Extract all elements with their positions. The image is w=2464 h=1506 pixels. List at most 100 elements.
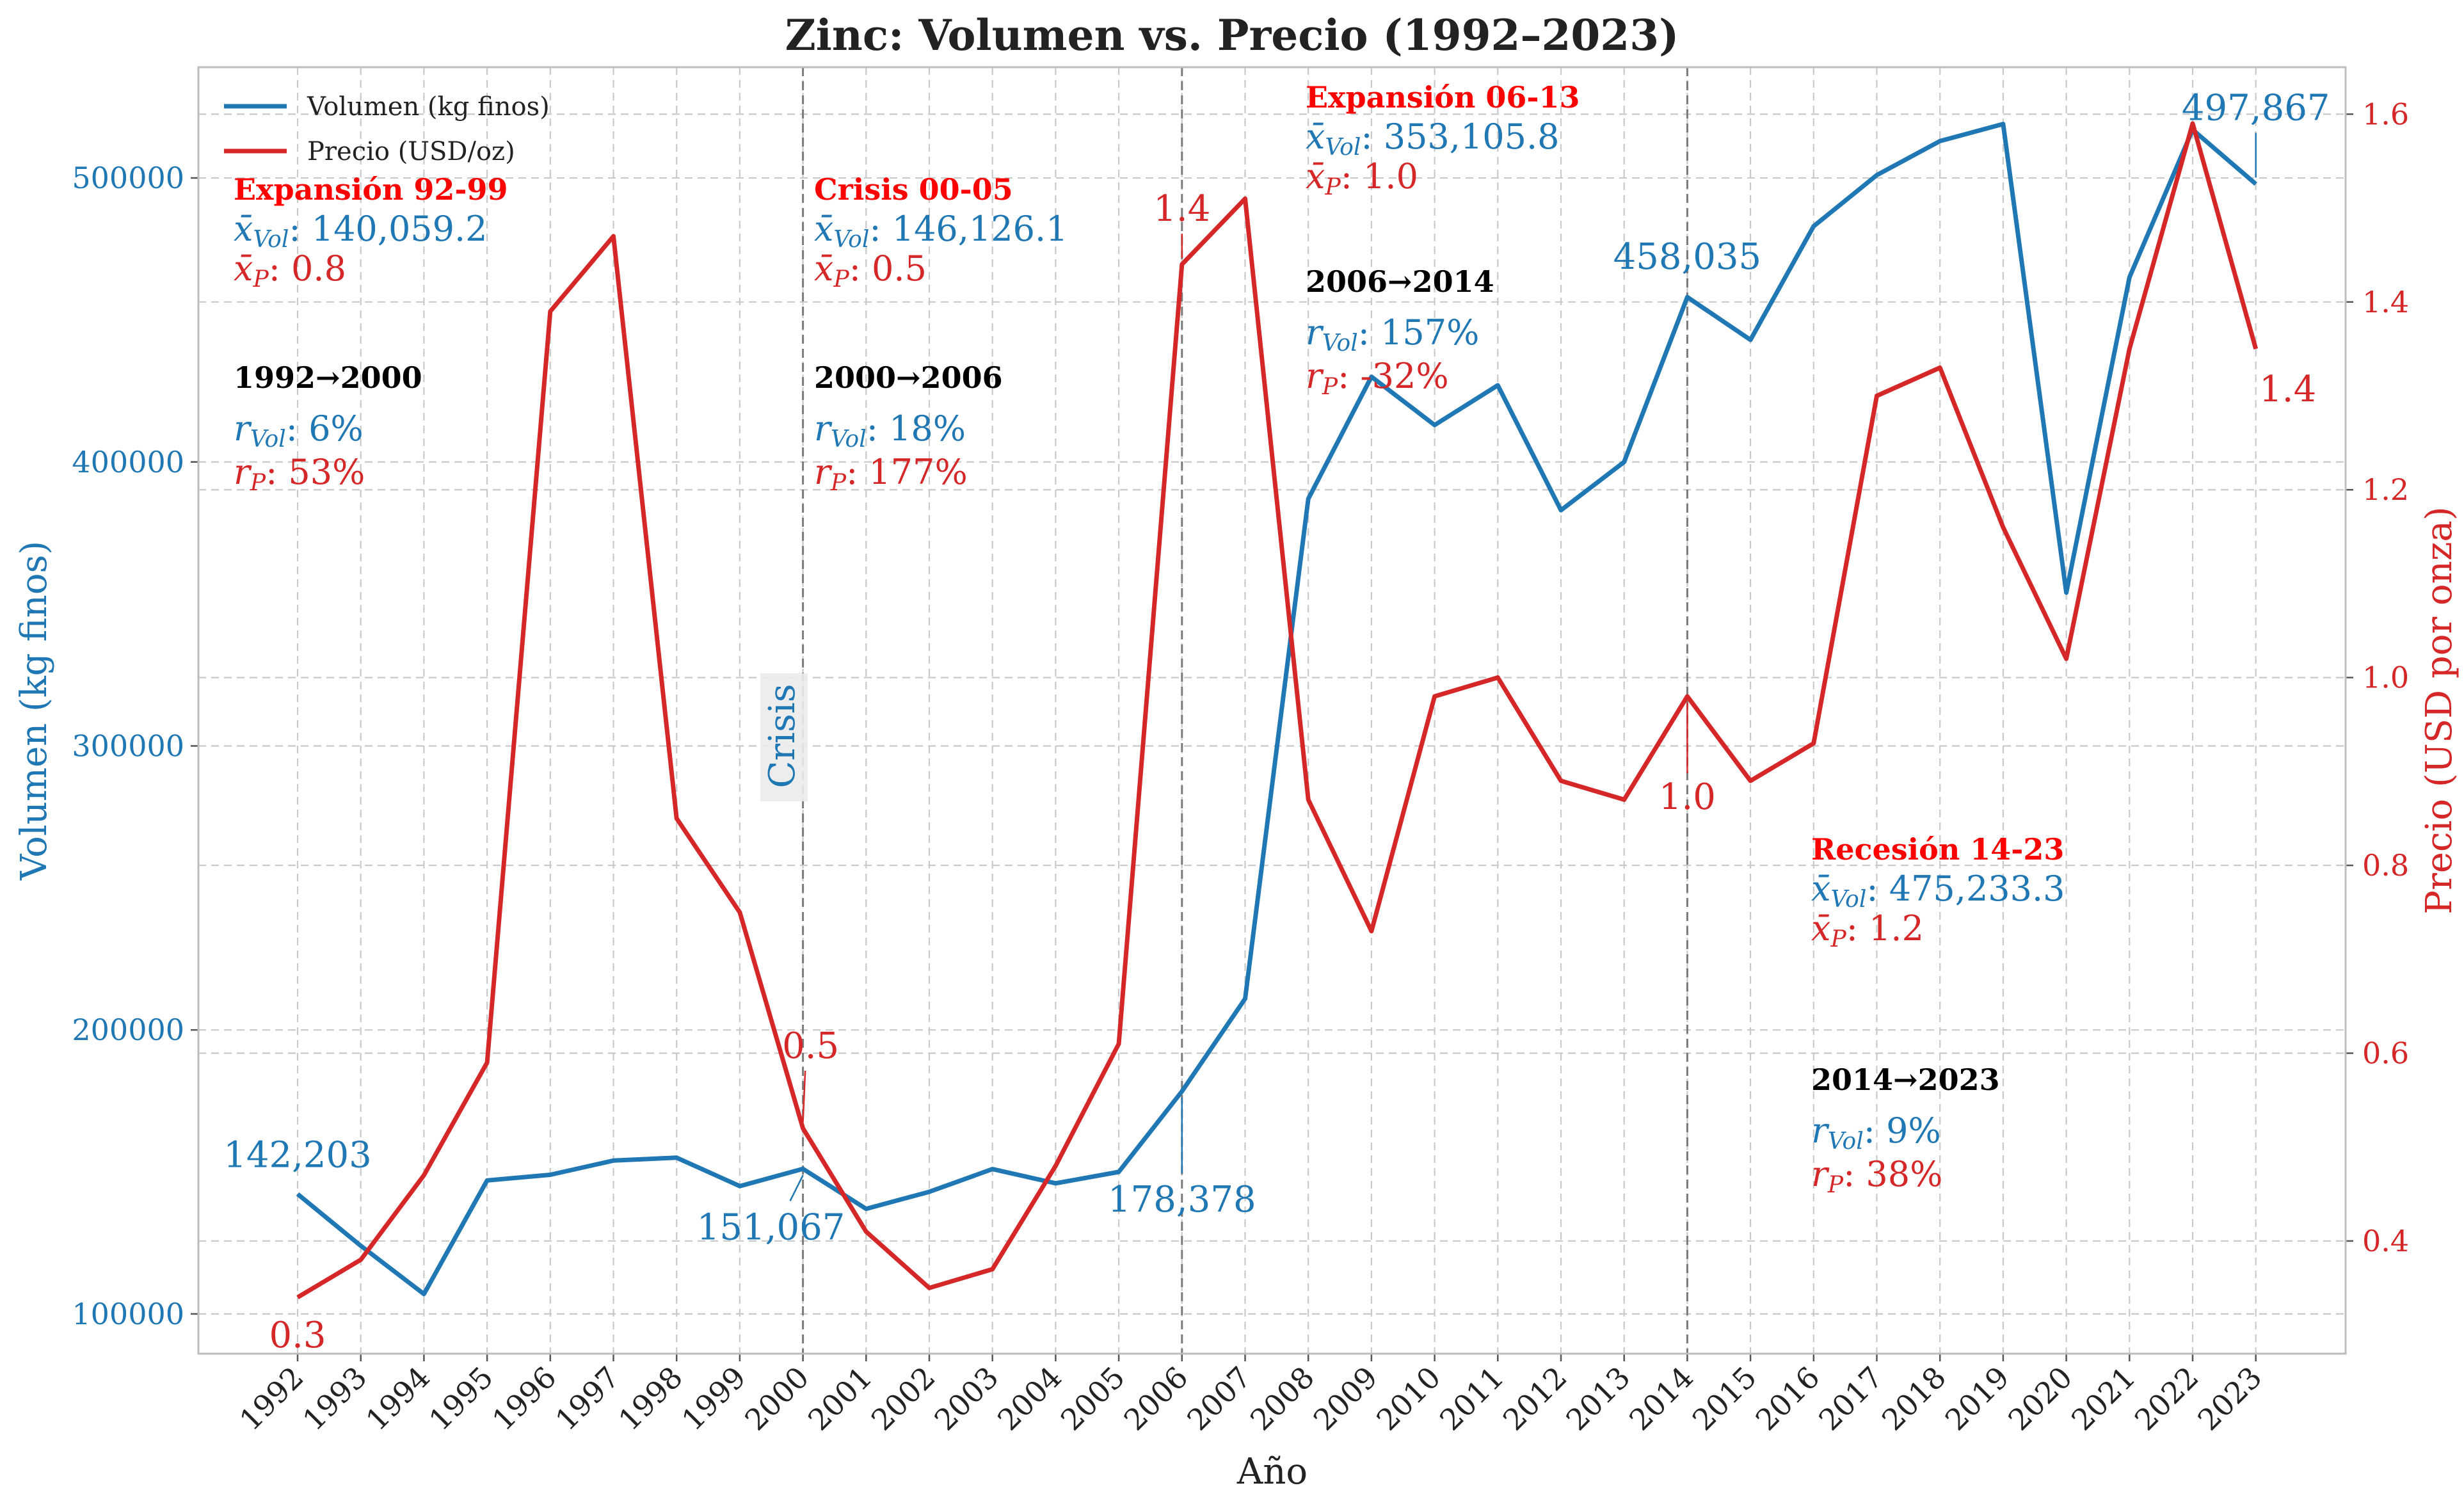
x-tick-label-2000: 2000 [738,1360,815,1438]
point-label-p-2014: 1.0 [1659,776,1716,818]
series-line-precio [296,121,2259,1300]
x-tick-label-2005: 2005 [1054,1360,1132,1438]
y-right-tick-label-6: 1.6 [2362,97,2409,131]
x-tick-label-2011: 2011 [1433,1360,1510,1438]
period-r-volumen: rVol: 6% [234,408,364,453]
x-tick-label-2001: 2001 [801,1360,879,1438]
x-tick-label-2020: 2020 [2001,1360,2079,1438]
y-right-tick-label-5: 1.4 [2362,285,2409,319]
period-annotation-3: Expansión 06-13x̄Vol: 353,105.8x̄P: 1.0 2… [1306,80,1580,400]
x-tick-label-1993: 1993 [296,1360,374,1438]
y-left-tick-label-500000: 500000 [72,161,184,195]
x-tick-label-1992: 1992 [233,1360,310,1438]
x-tick-label-1995: 1995 [422,1360,500,1438]
point-label-leader-p-2000 [802,1070,806,1122]
x-tick-label-2008: 2008 [1244,1360,1321,1438]
period-title: Recesión 14-23 [1811,832,2064,867]
x-tick-label-2022: 2022 [2128,1360,2205,1438]
period-r-precio: rP: -32% [1306,356,1449,400]
period-title: Crisis 00-05 [814,172,1013,207]
period-mean-volumen: x̄Vol: 353,105.8 [1306,116,1560,161]
point-label-vol-1992: 142,203 [223,1135,372,1176]
period-mean-volumen: x̄Vol: 140,059.2 [234,209,488,253]
crisis-label-background [760,673,808,801]
x-tick-label-2018: 2018 [1875,1360,1953,1438]
x-tick-label-2014: 2014 [1622,1360,1700,1438]
period-r-volumen: rVol: 18% [814,408,966,453]
y-right-tick-label-4: 1.2 [2362,472,2409,507]
y-left-tick-label-400000: 400000 [72,445,184,479]
chart-title: Zinc: Volumen vs. Precio (1992–2023) [785,10,1679,60]
y-left-tick-label-100000: 100000 [72,1297,184,1331]
crisis-label: Crisis [762,684,803,789]
point-label-p-2000: 0.5 [782,1025,839,1067]
point-label-leader-vol-2000 [789,1174,804,1201]
x-tick-label-1994: 1994 [359,1360,436,1438]
period-r-volumen: rVol: 157% [1306,312,1479,356]
period-range: 2006→2014 [1306,264,1494,299]
period-mean-precio: x̄P: 0.5 [814,248,927,292]
period-title: Expansión 06-13 [1306,80,1580,115]
x-tick-label-1996: 1996 [486,1360,563,1438]
y-axis-left-title: Volumen (kg finos) [13,541,55,881]
period-annotation-1: Expansión 92-99x̄Vol: 140,059.2x̄P: 0.8 1… [234,172,508,496]
period-range: 2000→2006 [814,360,1003,395]
period-title: Expansión 92-99 [234,172,508,207]
point-label-vol-2006: 178,378 [1108,1179,1256,1221]
point-labels-layer: 142,203 151,067 178,378 458,035 497,867 0.3 0.… [223,88,2330,1356]
x-tick-label-1999: 1999 [675,1360,753,1438]
y-right-tick-label-3: 1.0 [2362,661,2409,695]
x-tick-label-2017: 2017 [1812,1360,1889,1438]
y-right-tick-label-0: 0.4 [2362,1224,2409,1258]
x-tick-label-2007: 2007 [1180,1360,1258,1438]
period-mean-precio: x̄P: 0.8 [234,248,346,292]
period-annotation-2: Crisis 00-05x̄Vol: 146,126.1x̄P: 0.5 2000… [814,172,1068,496]
y-axis-right-title: Precio (USD por onza) [2419,506,2460,914]
y-right-tick-label-2: 0.8 [2362,848,2409,883]
x-tick-label-2016: 2016 [1749,1360,1827,1438]
x-tick-label-2006: 2006 [1117,1360,1195,1438]
x-tick-label-2004: 2004 [991,1360,1068,1438]
x-tick-label-2003: 2003 [928,1360,1005,1438]
series-layer [296,121,2259,1300]
x-tick-label-1997: 1997 [548,1360,626,1438]
ticks-layer: 1992199319941995199619971998199920002001… [72,97,2409,1437]
x-tick-label-2021: 2021 [2065,1360,2142,1438]
y-left-tick-label-300000: 300000 [72,728,184,763]
y-right-tick-label-1: 0.6 [2362,1036,2409,1071]
x-tick-label-2015: 2015 [1686,1360,1763,1438]
x-tick-label-2009: 2009 [1307,1360,1384,1438]
period-r-precio: rP: 38% [1811,1154,1942,1198]
x-tick-label-2002: 2002 [865,1360,942,1438]
x-tick-label-2019: 2019 [1939,1360,2016,1438]
series-line-volumen [296,122,2257,1297]
grid-layer [198,67,2346,1354]
period-range: 1992→2000 [234,360,422,395]
point-label-vol-2014: 458,035 [1613,236,1762,278]
period-range: 2014→2023 [1811,1062,2000,1097]
point-label-p-2023: 1.4 [2259,369,2316,410]
x-tick-label-2010: 2010 [1370,1360,1447,1438]
period-r-volumen: rVol: 9% [1811,1110,1941,1155]
point-label-vol-2000: 151,067 [697,1206,845,1248]
period-annotation-4: Recesión 14-23x̄Vol: 475,233.3x̄P: 1.2 20… [1811,832,2065,1198]
period-mean-precio: x̄P: 1.0 [1306,156,1418,200]
x-axis-title: Año [1236,1451,1308,1493]
period-mean-precio: x̄P: 1.2 [1811,908,1924,952]
period-r-precio: rP: 177% [814,452,968,496]
legend-label-precio: Precio (USD/oz) [307,137,515,166]
x-tick-label-2023: 2023 [2191,1360,2269,1438]
legend: Volumen (kg finos) Precio (USD/oz) [224,92,550,166]
x-tick-label-2013: 2013 [1560,1360,1637,1438]
period-mean-volumen: x̄Vol: 475,233.3 [1811,869,2065,913]
legend-label-volumen: Volumen (kg finos) [307,92,550,122]
point-label-p-2006: 1.4 [1153,188,1210,230]
annotations-layer: Expansión 92-99x̄Vol: 140,059.2x̄P: 0.8 1… [234,80,2065,1198]
crisis-label-box: Crisis [760,673,808,801]
y-left-tick-label-200000: 200000 [72,1013,184,1047]
plot-frame [197,66,2347,1355]
period-r-precio: rP: 53% [234,452,365,496]
point-label-vol-2023: 497,867 [2182,88,2330,129]
x-tick-label-1998: 1998 [612,1360,689,1438]
